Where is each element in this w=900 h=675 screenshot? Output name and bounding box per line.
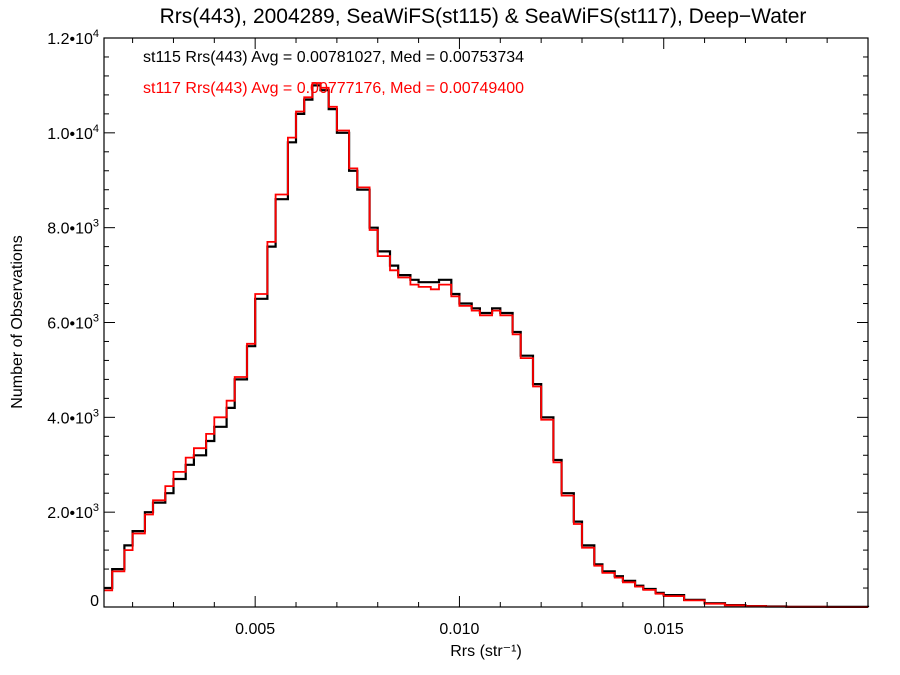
y-tick-labels: 0 2.0•103 4.0•103 6.0•103 8.0•103 1.0•104 1.2•… bbox=[47, 28, 99, 610]
y-tick-label: 1.0•104 bbox=[47, 123, 99, 143]
x-tick-label: 0.010 bbox=[439, 621, 479, 638]
y-tick-label: 0 bbox=[90, 593, 99, 610]
y-tick-label: 2.0•103 bbox=[47, 502, 99, 522]
x-tick-label: 0.015 bbox=[644, 621, 684, 638]
x-axis-label: Rrs (str⁻¹) bbox=[450, 643, 522, 660]
x-tick-labels: 0.005 0.010 0.015 bbox=[235, 621, 684, 638]
y-axis-label: Number of Observations bbox=[9, 235, 26, 408]
x-tick-label: 0.005 bbox=[235, 621, 275, 638]
series-layer bbox=[104, 82, 870, 608]
y-tick-label: 6.0•103 bbox=[47, 313, 99, 333]
y-tick-label: 8.0•103 bbox=[47, 218, 99, 238]
legend-entry-st115: st115 Rrs(443) Avg = 0.00781027, Med = 0… bbox=[143, 49, 524, 66]
y-tick-label: 4.0•103 bbox=[47, 407, 99, 427]
series-line-st115 bbox=[104, 84, 870, 608]
axis-ticks bbox=[104, 37, 869, 608]
plot-frame bbox=[103, 37, 869, 608]
series-line-st117 bbox=[104, 82, 868, 608]
chart-title: Rrs(443), 2004289, SeaWiFS(st115) & SeaW… bbox=[160, 5, 807, 28]
legend-entry-st117: st117 Rrs(443) Avg = 0.00777176, Med = 0… bbox=[143, 80, 524, 97]
y-tick-label: 1.2•104 bbox=[47, 28, 99, 48]
